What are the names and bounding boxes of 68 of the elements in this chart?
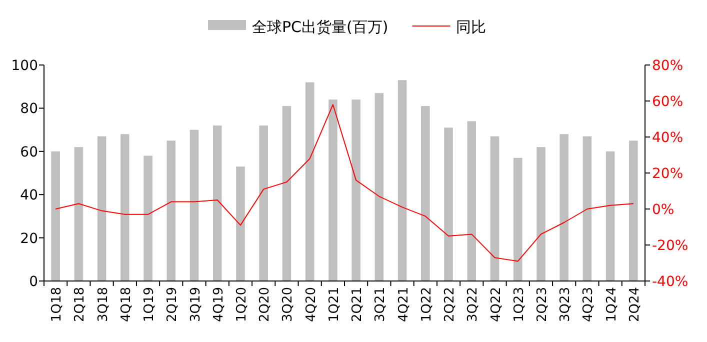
x-tick-label: 4Q22	[488, 287, 504, 322]
bar	[560, 134, 568, 281]
bar	[212, 125, 222, 281]
bar	[305, 82, 314, 281]
bar	[398, 80, 407, 281]
x-tick-label: 2Q24	[627, 287, 642, 322]
bar	[74, 147, 84, 281]
x-tick-label: 2Q23	[534, 287, 550, 322]
x-tick-label: 4Q20	[304, 287, 319, 322]
y2-tick-label: 0%	[652, 202, 674, 218]
x-tick-label: 2Q21	[350, 287, 366, 322]
x-tick-label: 1Q18	[50, 287, 65, 322]
x-tick-label: 3Q22	[466, 287, 481, 322]
legend-label: 全球PC出货量(百万)	[252, 18, 388, 36]
y2-tick-label: 20%	[652, 166, 684, 182]
y-tick-label: 20	[20, 230, 38, 247]
bar	[490, 136, 500, 281]
x-tick-label: 2Q19	[165, 287, 180, 322]
legend-label: 同比	[456, 18, 486, 36]
x-tick-label: 2Q20	[258, 287, 273, 322]
x-tick-label: 3Q21	[373, 287, 388, 322]
bar	[120, 134, 130, 281]
bar	[536, 147, 546, 281]
x-tick-label: 4Q19	[211, 287, 226, 322]
x-tick-label: 1Q23	[512, 287, 527, 322]
x-tick-label: 3Q20	[280, 287, 296, 322]
bar	[513, 158, 522, 281]
y2-tick-label: -20%	[652, 238, 688, 254]
bar	[51, 151, 60, 281]
bar	[582, 136, 592, 281]
x-tick-label: 3Q18	[96, 287, 111, 322]
bar	[421, 106, 430, 281]
bar	[97, 136, 106, 281]
x-tick-label: 2Q18	[72, 287, 88, 322]
y2-tick-label: 40%	[652, 130, 684, 146]
x-tick-label: 1Q24	[604, 287, 620, 322]
bar	[236, 166, 245, 281]
x-tick-label: 4Q23	[581, 287, 596, 322]
y2-tick-label: 80%	[652, 58, 684, 74]
line-series	[55, 104, 634, 262]
bar	[444, 128, 453, 281]
bar	[352, 100, 360, 281]
x-tick-label: 4Q21	[396, 287, 412, 322]
x-tick-label: 3Q23	[558, 287, 574, 322]
x-tick-label: 1Q21	[326, 287, 342, 322]
bar	[282, 106, 292, 281]
bar	[144, 156, 152, 281]
x-tick-label: 3Q19	[188, 287, 204, 322]
bar	[467, 121, 476, 281]
y-tick-label: 100	[11, 58, 38, 74]
x-tick-label: 2Q22	[442, 287, 458, 322]
y-tick-label: 40	[20, 188, 38, 204]
bar	[166, 140, 176, 281]
y-tick-label: 80	[20, 101, 38, 118]
y-tick-label: 60	[20, 144, 38, 160]
x-tick-label: 1Q20	[234, 287, 250, 322]
y2-tick-label: 60%	[652, 94, 684, 110]
y2-tick-label: -40%	[652, 274, 688, 290]
bar	[374, 93, 384, 281]
bar	[629, 140, 638, 281]
x-tick-label: 1Q19	[142, 287, 158, 322]
y-tick-label: 0	[29, 274, 38, 290]
bar	[328, 100, 338, 281]
bar	[606, 151, 615, 281]
x-tick-label: 1Q22	[419, 287, 434, 322]
bar	[259, 125, 268, 281]
bar	[190, 130, 199, 281]
x-tick-label: 4Q18	[118, 287, 134, 322]
